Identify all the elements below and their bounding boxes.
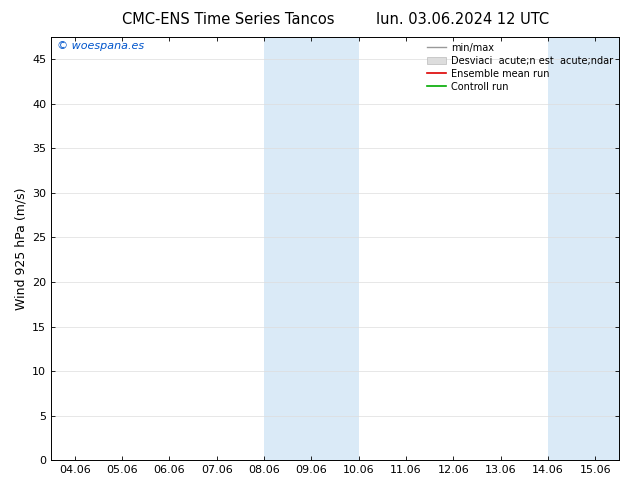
Bar (548, 37, 619, 460)
Text: CMC-ENS Time Series Tancos: CMC-ENS Time Series Tancos (122, 12, 335, 27)
Bar (264, 37, 311, 460)
Y-axis label: Wind 925 hPa (m/s): Wind 925 hPa (m/s) (15, 187, 28, 310)
Bar (311, 37, 359, 460)
Text: © woespana.es: © woespana.es (57, 41, 144, 51)
Legend: min/max, Desviaci  acute;n est  acute;ndar, Ensemble mean run, Controll run: min/max, Desviaci acute;n est acute;ndar… (423, 39, 617, 96)
Text: lun. 03.06.2024 12 UTC: lun. 03.06.2024 12 UTC (376, 12, 550, 27)
